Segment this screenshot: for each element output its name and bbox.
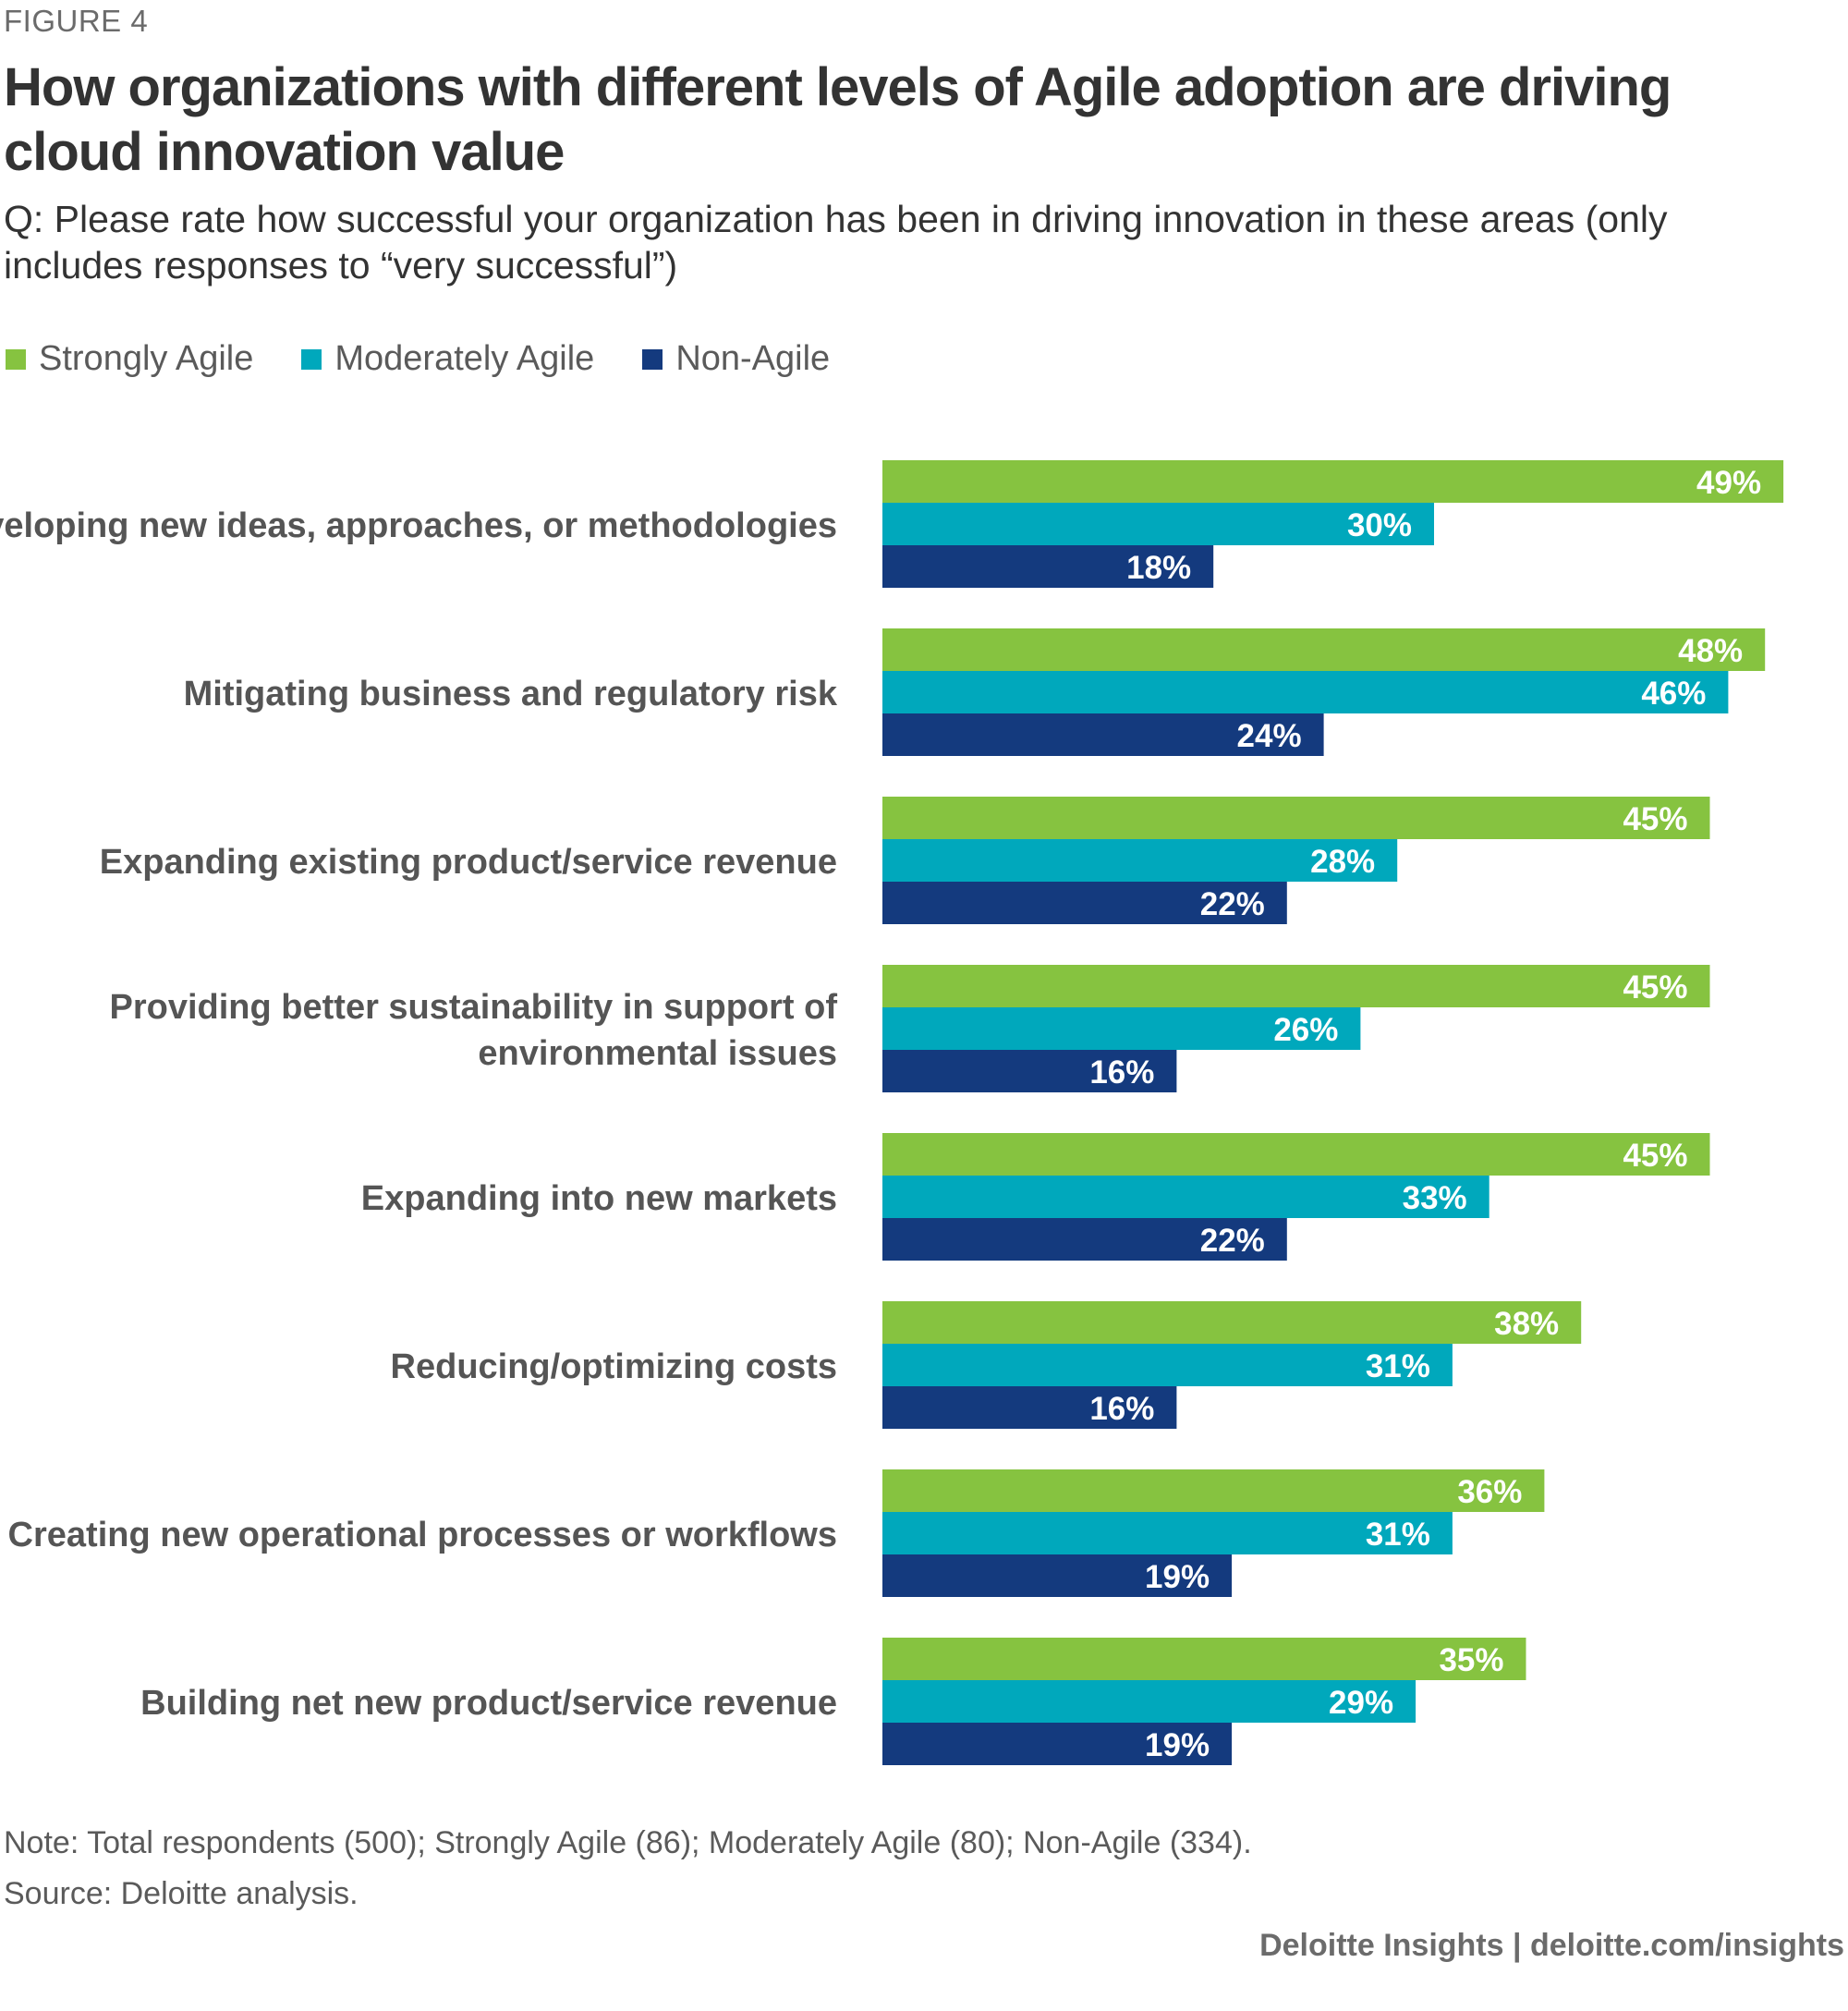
legend-swatch-strongly-agile xyxy=(6,348,26,370)
bar-non-agile xyxy=(882,1050,1177,1092)
category-label: environmental issues xyxy=(478,1034,837,1073)
data-label-non-agile: 24% xyxy=(1237,718,1302,754)
bar-moderately-agile xyxy=(882,1512,1453,1554)
bar-group: Reducing/optimizing costs 38% 31% 16% xyxy=(391,1301,1582,1429)
category-label: Expanding existing product/service reven… xyxy=(100,843,837,882)
bar-non-agile xyxy=(882,1386,1177,1429)
data-label-non-agile: 19% xyxy=(1145,1559,1210,1595)
data-label-moderately-agile: 30% xyxy=(1347,507,1412,543)
data-label-strongly-agile: 49% xyxy=(1696,465,1761,501)
data-label-strongly-agile: 36% xyxy=(1457,1474,1522,1510)
bar-strongly-agile xyxy=(882,1133,1710,1176)
bar-moderately-agile xyxy=(882,671,1729,713)
bar-group: Providing better sustainability in suppo… xyxy=(110,965,1710,1092)
bar-group: Mitigating business and regulatory risk 4… xyxy=(184,628,1766,756)
bar-group: Developing new ideas, approaches, or met… xyxy=(0,460,1784,588)
bar-strongly-agile xyxy=(882,1301,1582,1344)
data-label-strongly-agile: 35% xyxy=(1439,1642,1503,1678)
legend-swatch-non-agile xyxy=(642,348,663,370)
bar-non-agile xyxy=(882,545,1214,588)
legend: Strongly Agile Moderately Agile Non-Agil… xyxy=(6,339,878,379)
bar-moderately-agile xyxy=(882,839,1398,882)
chart-note: Note: Total respondents (500); Strongly … xyxy=(4,1825,1252,1860)
data-label-moderately-agile: 46% xyxy=(1641,676,1706,712)
data-label-moderately-agile: 26% xyxy=(1273,1012,1338,1048)
category-label: Developing new ideas, approaches, or met… xyxy=(0,506,837,545)
category-label: Building net new product/service revenue xyxy=(140,1684,837,1723)
data-label-non-agile: 22% xyxy=(1200,1223,1265,1259)
data-label-non-agile: 22% xyxy=(1200,886,1265,922)
bar-strongly-agile xyxy=(882,797,1710,839)
data-label-moderately-agile: 31% xyxy=(1366,1517,1430,1553)
data-label-non-agile: 18% xyxy=(1126,550,1191,586)
bar-non-agile xyxy=(882,1554,1233,1597)
bar-strongly-agile xyxy=(882,1469,1545,1512)
data-label-non-agile: 19% xyxy=(1145,1727,1210,1763)
bar-non-agile xyxy=(882,713,1324,756)
bar-moderately-agile xyxy=(882,1176,1489,1218)
bar-group: Expanding existing product/service reven… xyxy=(100,797,1710,924)
category-label: Providing better sustainability in suppo… xyxy=(110,988,838,1027)
bar-non-agile xyxy=(882,1218,1287,1261)
publisher-credit: Deloitte Insights | deloitte.com/insight… xyxy=(1259,1928,1844,1963)
bar-non-agile xyxy=(882,1723,1233,1765)
data-label-moderately-agile: 29% xyxy=(1329,1685,1393,1721)
bar-moderately-agile xyxy=(882,1680,1416,1723)
category-label: Mitigating business and regulatory risk xyxy=(184,675,838,713)
legend-swatch-moderately-agile xyxy=(301,348,322,370)
legend-item-moderately-agile: Moderately Agile xyxy=(301,339,594,379)
bar-chart: Developing new ideas, approaches, or met… xyxy=(0,460,1784,1765)
data-label-non-agile: 16% xyxy=(1089,1054,1154,1091)
data-label-strongly-agile: 45% xyxy=(1623,801,1687,837)
data-label-moderately-agile: 28% xyxy=(1310,844,1375,880)
legend-label-moderately-agile: Moderately Agile xyxy=(334,339,595,378)
category-label: Expanding into new markets xyxy=(361,1179,837,1218)
bar-strongly-agile xyxy=(882,460,1784,503)
bar-moderately-agile xyxy=(882,1007,1361,1050)
legend-label-strongly-agile: Strongly Agile xyxy=(39,339,254,378)
data-label-strongly-agile: 38% xyxy=(1494,1306,1559,1342)
bar-group: Expanding into new markets 45% 33% 22% xyxy=(361,1133,1710,1261)
data-label-strongly-agile: 45% xyxy=(1623,1138,1687,1174)
bar-moderately-agile xyxy=(882,1344,1453,1386)
data-label-strongly-agile: 48% xyxy=(1678,633,1743,669)
data-label-moderately-agile: 33% xyxy=(1403,1180,1467,1216)
bar-strongly-agile xyxy=(882,1638,1526,1680)
legend-label-non-agile: Non-Agile xyxy=(675,339,831,378)
category-label: Reducing/optimizing costs xyxy=(391,1347,837,1386)
bar-strongly-agile xyxy=(882,965,1710,1007)
bar-non-agile xyxy=(882,882,1287,924)
chart-subtitle: Q: Please rate how successful your organ… xyxy=(4,198,1668,286)
legend-item-non-agile: Non-Agile xyxy=(642,339,830,379)
chart-title: How organizations with different levels … xyxy=(4,57,1672,182)
bar-group: Building net new product/service revenue… xyxy=(140,1638,1526,1765)
bar-strongly-agile xyxy=(882,628,1766,671)
legend-item-strongly-agile: Strongly Agile xyxy=(6,339,253,379)
bar-moderately-agile xyxy=(882,503,1434,545)
chart-source: Source: Deloitte analysis. xyxy=(4,1876,359,1911)
data-label-strongly-agile: 45% xyxy=(1623,969,1687,1006)
data-label-non-agile: 16% xyxy=(1089,1391,1154,1427)
data-label-moderately-agile: 31% xyxy=(1366,1348,1430,1384)
figure-label: FIGURE 4 xyxy=(4,4,149,38)
category-label: Creating new operational processes or wo… xyxy=(8,1516,837,1554)
bar-group: Creating new operational processes or wo… xyxy=(8,1469,1545,1597)
